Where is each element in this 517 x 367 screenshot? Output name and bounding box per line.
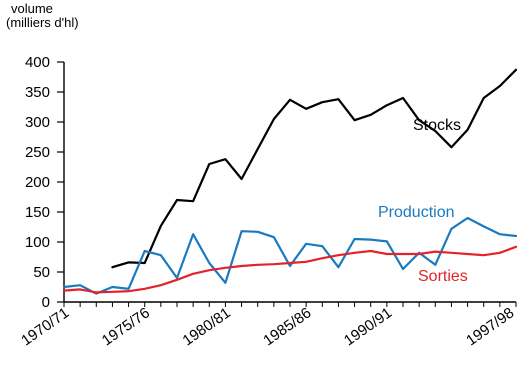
series-line-stocks	[111, 68, 517, 269]
series-label-sorties: Sorties	[418, 268, 468, 285]
y-tick-label-50: 50	[33, 264, 50, 281]
x-tick-label-1990-91: 1990/91	[341, 304, 395, 349]
y-tick-label-400: 400	[25, 54, 50, 71]
y-axis-title-line1: volume	[11, 1, 53, 16]
series-label-stocks: Stocks	[413, 117, 461, 134]
x-tick-label-1970-71: 1970/71	[18, 304, 72, 349]
x-tick-label-1997-98: 1997/98	[463, 304, 517, 349]
series-line-sorties	[62, 245, 517, 294]
y-tick-label-250: 250	[25, 144, 50, 161]
y-axis-title: volume (milliers d'hl)	[6, 2, 79, 30]
y-tick-label-350: 350	[25, 84, 50, 101]
series-labels: Stocks Production Sorties	[378, 117, 468, 285]
y-ticks: 0 50 100 150 200 250 300 350 400	[25, 54, 64, 311]
x-tick-label-1980-81: 1980/81	[180, 304, 234, 349]
y-axis-title-line2: (milliers d'hl)	[6, 15, 79, 30]
x-ticks: 1970/71 1975/76 1980/81 1985/86 1990/91 1997/…	[18, 302, 517, 349]
x-tick-label-1975-76: 1975/76	[99, 304, 153, 349]
y-tick-label-0: 0	[42, 294, 50, 311]
y-tick-label-150: 150	[25, 204, 50, 221]
y-tick-label-100: 100	[25, 234, 50, 251]
y-tick-label-300: 300	[25, 114, 50, 131]
y-tick-label-200: 200	[25, 174, 50, 191]
series-label-production: Production	[378, 204, 455, 221]
x-tick-label-1985-86: 1985/86	[260, 304, 314, 349]
series-lines	[62, 68, 517, 295]
